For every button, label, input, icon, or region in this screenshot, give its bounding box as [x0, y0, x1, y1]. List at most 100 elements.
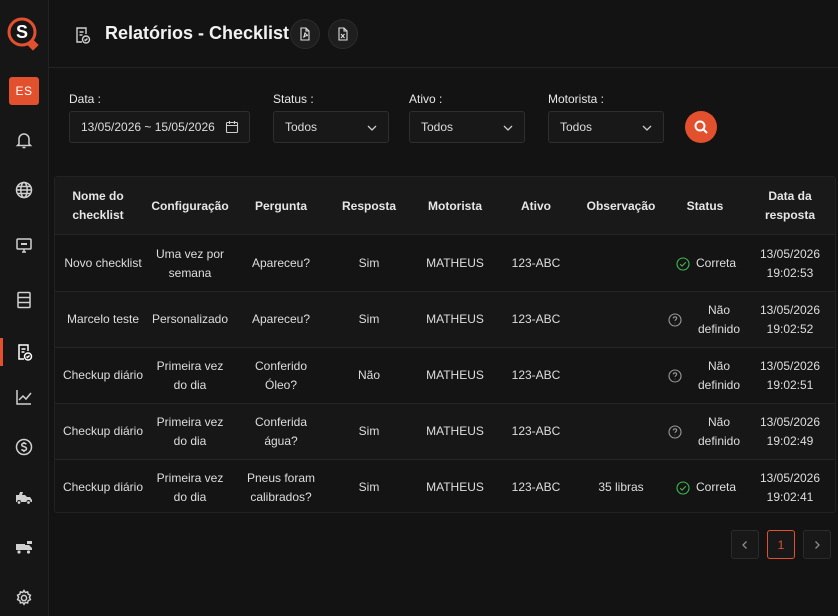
status-select[interactable]: Todos	[273, 111, 389, 143]
column-header-config[interactable]: Configuração	[151, 198, 229, 213]
table-row[interactable]: Marcelo teste Personalizado Apareceu? Sim MA…	[55, 292, 835, 348]
cell-status: Correta	[663, 460, 749, 512]
asset-select-value: Todos	[421, 120, 454, 134]
chevron-down-icon	[367, 125, 377, 131]
status-label: Correta	[695, 256, 736, 270]
table-row[interactable]: Novo checklist Uma vez por semana Apareceu…	[55, 236, 835, 292]
question-circle-icon	[668, 312, 682, 327]
cell-answer: Sim	[358, 424, 380, 438]
search-button[interactable]	[685, 111, 717, 143]
cell-driver: MATHEUS	[426, 480, 484, 494]
cell-answer: Sim	[358, 480, 380, 494]
excel-file-icon	[338, 27, 348, 41]
table-row[interactable]: Checkup diário Primeira vez do dia Conferi…	[55, 404, 835, 460]
column-header-note[interactable]: Observação	[586, 198, 656, 213]
calendar-icon	[225, 121, 239, 134]
checklist-report-icon[interactable]	[12, 340, 36, 364]
cell-asset: 123-ABC	[511, 368, 561, 382]
column-header-date[interactable]: Data da resposta	[764, 189, 816, 222]
driver-filter-label: Motorista :	[548, 92, 605, 106]
bell-icon[interactable]	[12, 128, 36, 152]
date-filter-label: Data :	[69, 92, 102, 106]
column-header-status[interactable]: Status	[686, 198, 724, 213]
table-header: Nome do checklist Configuração Pergunta …	[55, 177, 835, 235]
driver-select-value: Todos	[560, 120, 593, 134]
checklist-report-icon	[72, 25, 92, 45]
fleet-icon[interactable]	[12, 535, 36, 559]
cell-status: Não definido	[655, 404, 755, 459]
pdf-file-icon	[300, 27, 310, 41]
page-title: Relatórios - Checklist	[105, 23, 290, 43]
date-range-value: 13/05/2026 ~ 15/05/2026	[81, 120, 215, 134]
asset-select[interactable]: Todos	[409, 111, 525, 143]
column-header-name[interactable]: Nome do checklist	[72, 189, 124, 222]
cell-question: Conferida água?	[254, 414, 308, 448]
check-circle-icon	[676, 480, 690, 495]
cell-name: Checkup diário	[62, 424, 144, 438]
date-range-input[interactable]: 13/05/2026 ~ 15/05/2026	[69, 111, 250, 143]
previous-page-button[interactable]	[731, 530, 759, 559]
cell-config: Primeira vez do dia	[156, 358, 224, 392]
table-row[interactable]: Checkup diário Primeira vez do dia Conferi…	[55, 348, 835, 404]
question-circle-icon	[668, 424, 682, 439]
cell-driver: MATHEUS	[426, 424, 484, 438]
cell-driver: MATHEUS	[426, 256, 484, 270]
cell-question: Apareceu?	[251, 256, 311, 270]
chevron-down-icon	[642, 125, 652, 131]
driver-select[interactable]: Todos	[548, 111, 664, 143]
column-header-question[interactable]: Pergunta	[254, 198, 307, 213]
sidebar-active-indicator	[0, 338, 3, 366]
export-pdf-button[interactable]	[290, 19, 320, 49]
chevron-right-icon	[815, 540, 820, 549]
cell-answer: Não	[357, 368, 380, 382]
monitor-icon[interactable]	[12, 233, 36, 257]
truck-icon[interactable]	[12, 485, 36, 509]
column-header-answer[interactable]: Resposta	[341, 198, 397, 213]
cell-status: Correta	[663, 236, 749, 291]
page-button-current[interactable]: 1	[767, 530, 795, 559]
cell-asset: 123-ABC	[511, 256, 561, 270]
next-page-button[interactable]	[803, 530, 831, 559]
cell-name: Novo checklist	[64, 256, 142, 270]
cell-config: Primeira vez do dia	[156, 414, 224, 448]
globe-icon[interactable]	[12, 178, 36, 202]
column-header-asset[interactable]: Ativo	[521, 198, 551, 213]
table-row[interactable]: Checkup diário Primeira vez do dia Pneus f…	[55, 460, 835, 512]
dollar-icon[interactable]	[12, 435, 36, 459]
check-circle-icon	[676, 256, 690, 271]
cell-config: Primeira vez do dia	[156, 470, 224, 504]
cell-question: Apareceu?	[251, 312, 311, 326]
status-label: Não definido	[697, 358, 741, 392]
search-icon	[694, 120, 708, 134]
cell-driver: MATHEUS	[426, 312, 484, 326]
asset-filter-label: Ativo :	[409, 92, 443, 106]
cell-date: 13/05/2026 19:02:53	[759, 246, 821, 280]
server-icon[interactable]	[12, 288, 36, 312]
cell-status: Não definido	[655, 348, 755, 403]
export-excel-button[interactable]	[328, 19, 358, 49]
status-label: Não definido	[697, 302, 741, 336]
cell-note	[573, 236, 669, 291]
status-filter-label: Status :	[273, 92, 314, 106]
checklist-table: Nome do checklist Configuração Pergunta …	[54, 176, 836, 513]
status-label: Não definido	[697, 414, 741, 448]
cell-asset: 123-ABC	[511, 312, 561, 326]
cell-date: 13/05/2026 19:02:51	[759, 358, 821, 392]
cell-config: Personalizado	[151, 312, 229, 326]
user-avatar[interactable]: ES	[9, 77, 39, 105]
chevron-down-icon	[503, 125, 513, 131]
chart-icon[interactable]	[12, 385, 36, 409]
cell-answer: Sim	[358, 256, 380, 270]
app-logo[interactable]: S	[6, 14, 42, 54]
gear-icon[interactable]	[12, 586, 36, 610]
cell-driver: MATHEUS	[426, 368, 484, 382]
column-header-driver[interactable]: Motorista	[428, 198, 482, 213]
cell-date: 13/05/2026 19:02:52	[759, 302, 821, 336]
cell-asset: 123-ABC	[511, 480, 561, 494]
svg-text:S: S	[16, 22, 28, 42]
cell-asset: 123-ABC	[511, 424, 561, 438]
cell-answer: Sim	[358, 312, 380, 326]
cell-status: Não definido	[655, 292, 755, 347]
cell-note: 35 libras	[598, 480, 644, 494]
cell-question: Conferido Óleo?	[254, 358, 308, 392]
